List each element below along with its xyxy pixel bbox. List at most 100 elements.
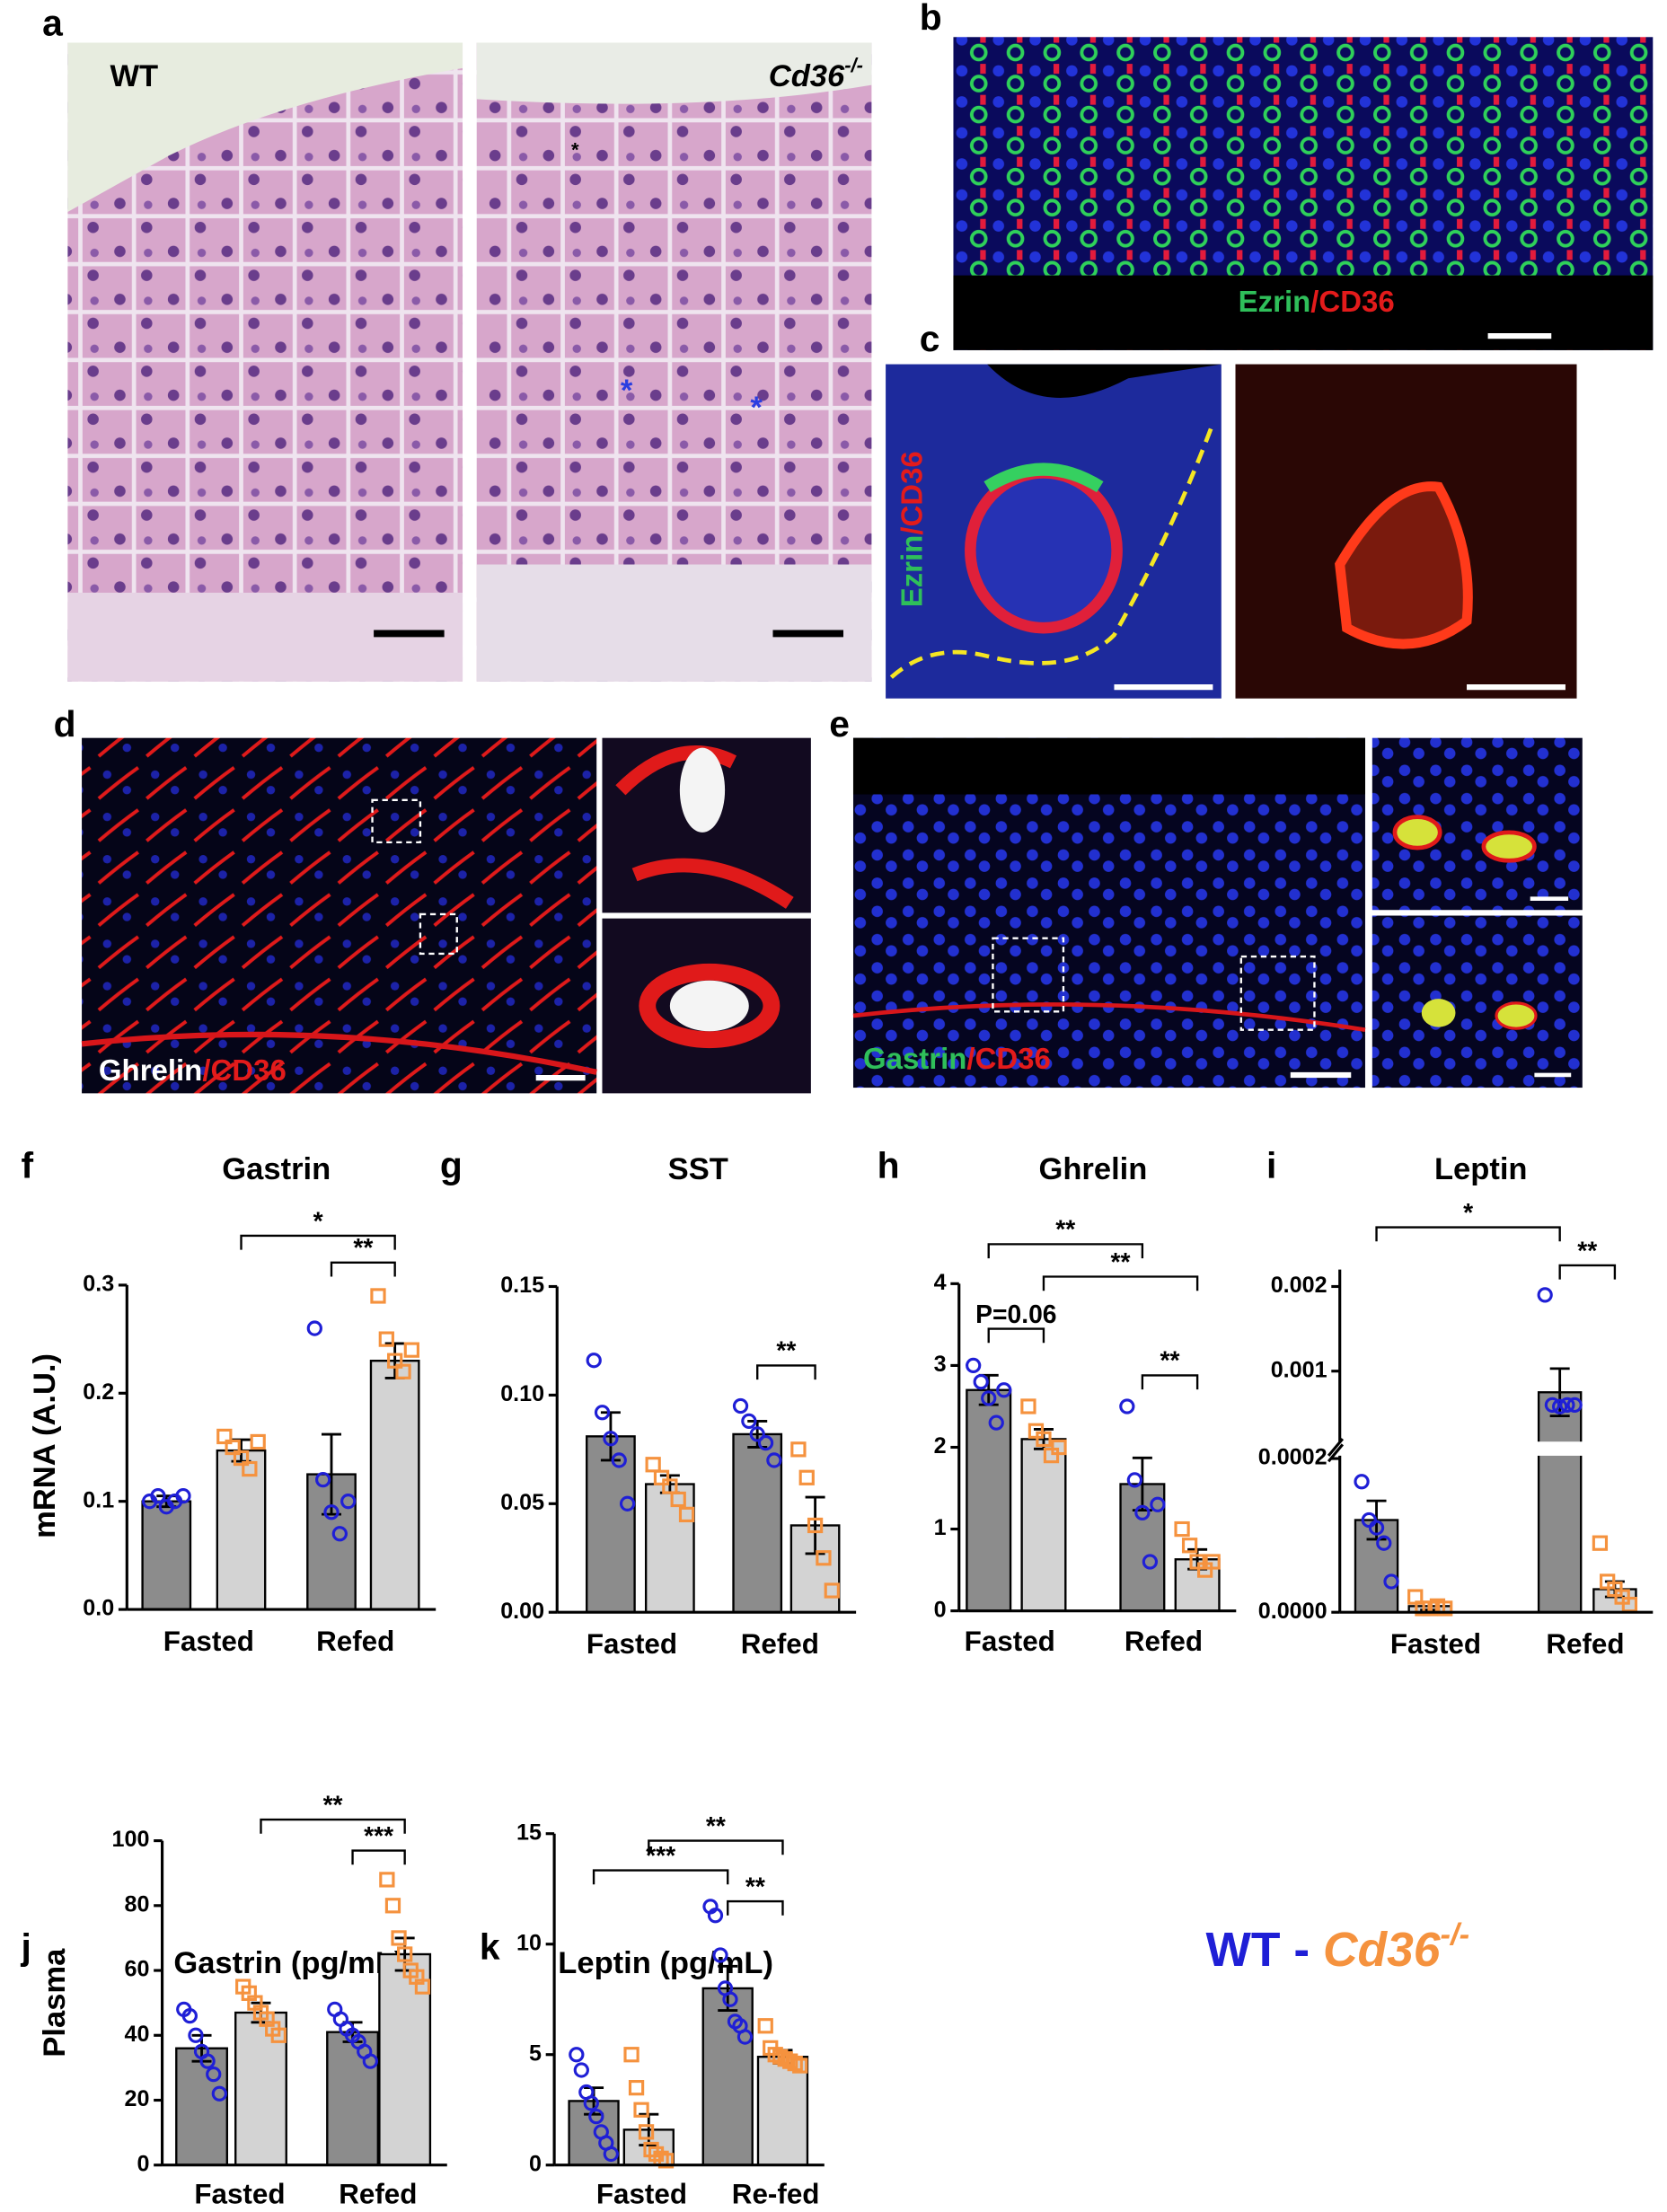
significance-label: **	[1055, 1215, 1075, 1244]
data-point	[211, 2085, 227, 2102]
data-point	[722, 1991, 738, 2007]
genotype-label: WT	[110, 59, 158, 93]
panel-c: c Ezrin/CD36	[886, 318, 1577, 699]
y-axis-label: mRNA (A.U.)	[28, 1353, 62, 1538]
significance-label: **	[1577, 1236, 1597, 1265]
panel-letter: d	[54, 703, 76, 745]
data-point	[370, 1288, 386, 1304]
y-tick-label: 0	[529, 2151, 542, 2176]
stain-label: Ezrin/CD36	[895, 451, 928, 607]
x-tick-label: Refed	[1546, 1628, 1624, 1660]
data-point	[712, 1947, 728, 1963]
chart-title: Ghrelin	[1038, 1152, 1147, 1186]
inset-box	[992, 937, 1065, 1013]
data-point	[757, 1434, 774, 1451]
tissue-edge	[852, 1002, 1366, 1033]
panel-letter: k	[480, 1926, 500, 1967]
panel-a: a WT Cd36-/- * * *	[42, 2, 872, 682]
data-point	[181, 2007, 198, 2024]
panel-letter: f	[22, 1144, 34, 1185]
y-tick-label: 0.0002	[1258, 1445, 1327, 1470]
data-point	[670, 1491, 686, 1508]
label-part: /CD36	[202, 1053, 286, 1087]
significance-label: **	[353, 1233, 373, 1262]
lumen	[67, 42, 463, 212]
legend-separator: -	[1281, 1924, 1323, 1977]
bar	[234, 2011, 287, 2166]
data-point	[798, 1469, 815, 1485]
panel-letter: c	[920, 318, 940, 359]
data-point	[732, 1397, 749, 1414]
data-point	[323, 1504, 340, 1520]
significance-bracket	[1558, 1264, 1617, 1280]
data-point	[583, 2095, 599, 2111]
significance-label: **	[776, 1336, 796, 1365]
x-tick-label: Fasted	[194, 2179, 285, 2210]
data-point	[1552, 1398, 1568, 1414]
data-point	[270, 2027, 287, 2043]
y-tick-label: 0.1	[83, 1487, 114, 1512]
x-tick-label: Refed	[316, 1626, 394, 1657]
y-tick-label: 0.2	[83, 1379, 114, 1405]
significance-label: **	[745, 1872, 765, 1900]
data-point	[379, 1872, 395, 1888]
data-point	[988, 1414, 1004, 1431]
significance-bracket	[592, 1869, 729, 1885]
bar	[141, 1500, 192, 1611]
label-superscript: -/-	[844, 54, 863, 76]
significance-bracket	[987, 1243, 1144, 1259]
data-point	[662, 1478, 678, 1494]
label-part: Ezrin	[895, 535, 928, 608]
data-point	[150, 1488, 166, 1504]
bar	[701, 1987, 754, 2166]
data-point	[397, 1946, 413, 1962]
x-tick-label: Refed	[339, 2179, 417, 2210]
data-point	[1181, 1538, 1198, 1554]
data-point	[1544, 1397, 1561, 1414]
data-point	[391, 1930, 407, 1946]
data-point	[966, 1357, 982, 1374]
data-point	[387, 1353, 403, 1369]
data-point	[378, 1331, 394, 1347]
data-point	[414, 1978, 431, 1995]
data-point	[645, 1457, 661, 1473]
y-tick-label: 10	[516, 1930, 542, 1955]
panel-letter: h	[878, 1144, 900, 1185]
data-point	[586, 1353, 602, 1369]
inset-cell	[1495, 1001, 1538, 1030]
data-point	[1537, 1287, 1553, 1303]
cell-apical	[983, 463, 1104, 493]
axis-break	[1327, 1438, 1345, 1463]
stain-label: Ezrin/CD36	[1239, 285, 1395, 318]
inset-cell	[1481, 830, 1537, 863]
error-bar	[600, 1411, 621, 1462]
error-bar	[1549, 1367, 1570, 1418]
data-point	[736, 2029, 754, 2045]
label-part: /CD36	[895, 451, 928, 534]
panel-letter: e	[829, 703, 850, 745]
data-point	[1437, 1600, 1453, 1617]
x-tick-label: Fasted	[1390, 1628, 1481, 1660]
data-point	[206, 2066, 222, 2083]
data-point	[1150, 1496, 1166, 1512]
label-part: /CD36	[1310, 285, 1394, 318]
label-part: Gastrin	[863, 1042, 966, 1075]
data-point	[340, 1494, 357, 1510]
bar	[369, 1360, 420, 1611]
y-tick-label: 60	[125, 1957, 150, 1982]
data-point	[306, 1320, 322, 1336]
significance-bracket	[1375, 1226, 1561, 1242]
bar	[378, 1952, 432, 2166]
image-background	[987, 364, 1222, 398]
data-point	[331, 1526, 348, 1542]
y-tick-label: 0.3	[83, 1272, 114, 1297]
data-point	[1020, 1398, 1036, 1414]
data-point	[981, 1390, 997, 1406]
y-axis-label: Plasma	[38, 1948, 72, 2058]
chart-title: Gastrin (pg/mL)	[173, 1946, 404, 1980]
significance-bracket	[1042, 1275, 1199, 1291]
data-point	[619, 1495, 636, 1511]
significance-bracket	[987, 1327, 1045, 1344]
axis-break-gap	[1326, 1441, 1654, 1456]
